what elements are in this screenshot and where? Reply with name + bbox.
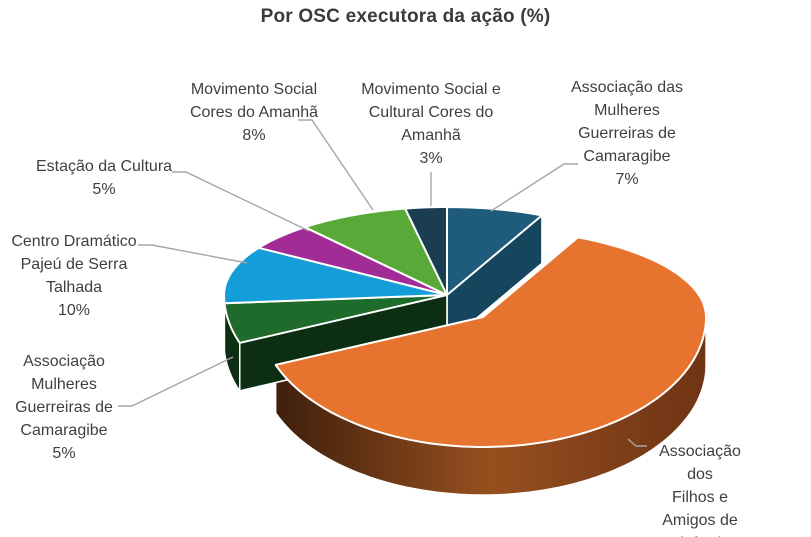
leader-line-movimento-social-cores xyxy=(298,119,374,211)
pie-slice-centro-dramatico-pajeu[interactable] xyxy=(223,246,448,305)
leader-line-estacao-da-cultura xyxy=(172,171,310,232)
pie-label-assoc-das-mulheres-guerreiras: Associação das Mulheres Guerreiras de Ca… xyxy=(570,79,684,188)
pie-label-centro-dramatico-pajeu: Centro Dramático Pajeú de Serra Talhada … xyxy=(11,233,137,319)
pie-label-assoc-mulheres-guerreiras: Associação Mulheres Guerreiras de Camara… xyxy=(15,353,113,462)
leader-line-assoc-das-mulheres-guerreiras xyxy=(490,163,578,212)
leader-line-assoc-filhos-amigos-vicencia xyxy=(627,438,647,447)
pie-label-estacao-da-cultura: Estação da Cultura 5% xyxy=(35,158,173,198)
pie-slice-movimento-social-cores[interactable] xyxy=(303,207,448,296)
pie-label-movimento-social-cultural-cores: Movimento Social e Cultural Cores do Ama… xyxy=(361,81,501,167)
pie-slice-assoc-das-mulheres-guerreiras[interactable] xyxy=(446,206,543,296)
pie-slice-estacao-da-cultura[interactable] xyxy=(257,226,448,296)
leader-line-centro-dramatico-pajeu xyxy=(138,244,248,264)
pie-slice-movimento-social-cultural-cores[interactable] xyxy=(404,206,448,296)
chart-title: Por OSC executora da ação (%) xyxy=(260,6,551,27)
pie-label-assoc-filhos-amigos-vicencia: Associação dos Filhos e Amigos de Vicênc… xyxy=(659,443,741,537)
leader-line-assoc-mulheres-guerreiras xyxy=(118,356,234,407)
pie-slice-assoc-filhos-amigos-vicencia[interactable] xyxy=(274,236,707,448)
pie-tops xyxy=(223,206,707,448)
pie-label-movimento-social-cores: Movimento Social Cores do Amanhã 8% xyxy=(189,81,319,144)
pie-slice-assoc-mulheres-guerreiras[interactable] xyxy=(223,294,448,344)
